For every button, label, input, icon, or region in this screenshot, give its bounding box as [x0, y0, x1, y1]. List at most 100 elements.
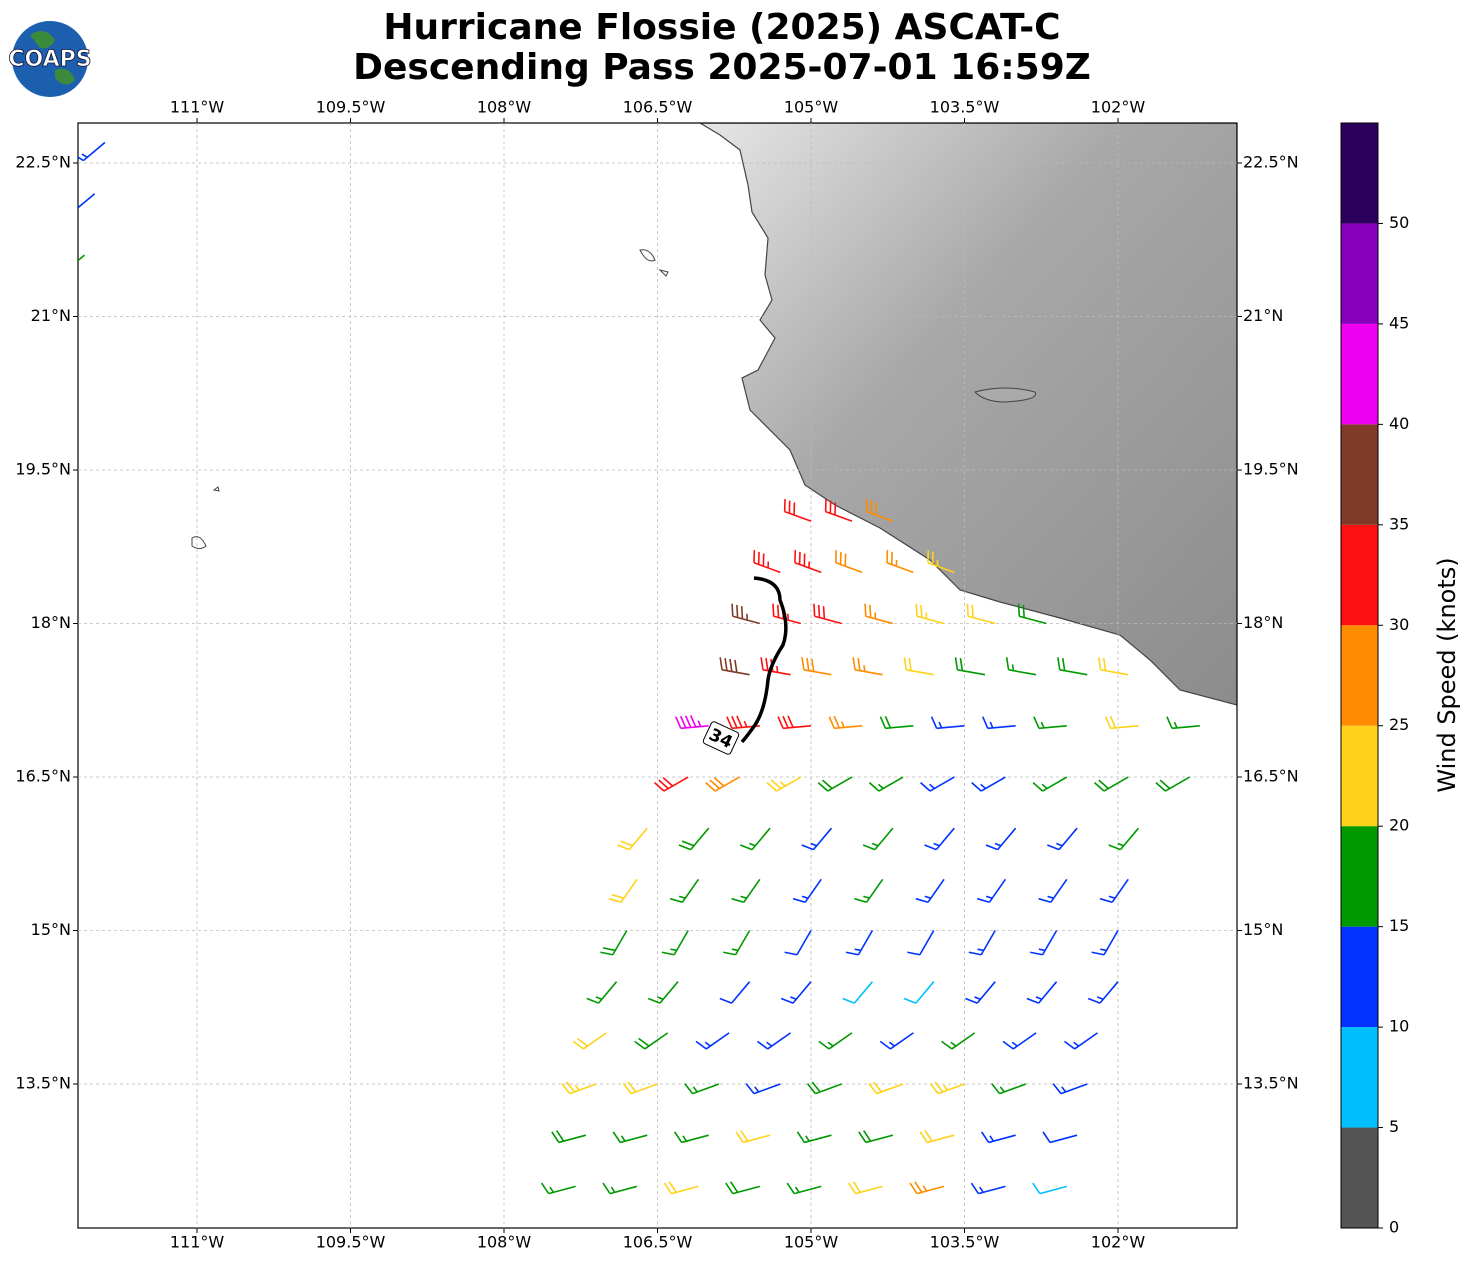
wind-barb — [723, 930, 751, 956]
x-tick-label: 109.5°W — [316, 1233, 386, 1252]
colorbar-tick-label: 20 — [1389, 816, 1409, 835]
wind-barb — [966, 603, 996, 625]
y-tick-label: 15°N — [31, 920, 71, 939]
colorbar-bin — [1341, 123, 1378, 224]
wind-barb — [766, 776, 802, 792]
wind-barb — [572, 1032, 607, 1050]
wind-barb — [941, 1032, 976, 1050]
wind-barb — [772, 603, 801, 625]
wind-barb — [868, 776, 904, 792]
x-tick-label: 106.5°W — [623, 1233, 693, 1252]
wind-barb — [647, 981, 679, 1004]
wind-barb — [854, 878, 884, 904]
colorbar-bin — [1341, 926, 1378, 1028]
wind-barb — [695, 1032, 730, 1050]
wind-barb — [617, 827, 648, 851]
34kt-contour — [740, 576, 788, 744]
wind-barb — [1091, 930, 1119, 956]
wind-barb — [868, 1081, 904, 1095]
colorbar-tick-label: 25 — [1389, 715, 1409, 734]
wind-barb — [970, 1182, 1006, 1195]
wind-barb — [801, 827, 833, 851]
wind-barb — [847, 1181, 883, 1195]
logo-text: COAPS — [8, 47, 91, 72]
wind-barb — [909, 1181, 945, 1195]
wind-barb — [753, 550, 781, 574]
colorbar-tick-label: 10 — [1389, 1017, 1409, 1036]
wind-barb — [1063, 1032, 1098, 1050]
wind-barb — [965, 981, 996, 1004]
wind-barb — [1042, 1131, 1078, 1144]
x-tick-label: 103.5°W — [930, 1233, 1000, 1252]
wind-barb — [740, 827, 771, 851]
wind-barb — [862, 827, 894, 851]
wind-barb — [1052, 1083, 1088, 1095]
wind-barb — [608, 878, 638, 904]
wind-barb — [828, 715, 863, 730]
wind-barb — [864, 603, 894, 625]
wind-barb — [719, 981, 751, 1004]
wind-barb — [1047, 827, 1078, 851]
wind-barb — [78, 141, 106, 162]
wind-barb — [622, 1081, 658, 1095]
wind-barb — [634, 1032, 669, 1050]
wind-barb — [735, 1130, 771, 1144]
wind-barb — [1155, 776, 1191, 792]
wind-barb — [1038, 878, 1068, 904]
wind-barb — [731, 878, 761, 904]
wind-barb — [725, 1181, 761, 1195]
y-tick-label: 19.5°N — [15, 460, 71, 479]
colorbar-bin — [1341, 524, 1378, 626]
wind-barb — [792, 878, 822, 904]
wind-barb — [920, 776, 955, 792]
wind-barb — [818, 1032, 853, 1050]
wind-barb — [653, 776, 689, 792]
wind-barb — [903, 657, 934, 676]
y-tick-label: 22.5°N — [1243, 153, 1299, 172]
wind-barb — [1017, 603, 1047, 625]
y-tick-label: 15°N — [1243, 920, 1283, 939]
wind-barb — [879, 715, 914, 730]
wind-barb — [919, 1130, 955, 1144]
wind-barb — [1030, 930, 1058, 956]
wind-barb — [786, 1182, 822, 1195]
y-tick-label: 16.5°N — [1243, 767, 1299, 786]
x-tick-label: 108°W — [477, 1233, 532, 1252]
wind-barb — [78, 193, 96, 209]
wind-barb — [673, 1131, 709, 1144]
wind-barb — [745, 1083, 781, 1095]
wind-barb — [835, 550, 863, 574]
wind-barb — [1005, 657, 1037, 676]
x-tick-label: 105°W — [784, 98, 839, 117]
wind-barb — [1097, 657, 1129, 676]
wind-barb — [1087, 981, 1119, 1004]
wind-barb — [1166, 716, 1200, 730]
wind-barb — [1108, 827, 1140, 851]
chart-title: Hurricane Flossie (2025) ASCAT-C — [383, 7, 1060, 48]
x-tick-label: 102°W — [1091, 98, 1146, 117]
x-tick-label: 108°W — [477, 98, 532, 117]
colorbar-bin — [1341, 826, 1378, 927]
wind-barb — [991, 1083, 1027, 1095]
wind-barb — [927, 550, 955, 574]
wind-barb — [1026, 981, 1058, 1004]
colorbar-label: Wind Speed (knots) — [1433, 557, 1461, 792]
wind-barb — [784, 930, 812, 956]
wind-barb — [813, 603, 842, 625]
y-tick-label: 21°N — [31, 306, 71, 325]
wind-barb — [915, 603, 945, 625]
colorbar-tick-label: 45 — [1389, 313, 1409, 332]
wind-barb — [858, 1130, 894, 1144]
wind-barb — [886, 550, 914, 574]
colorbar-tick-label: 35 — [1389, 514, 1409, 533]
y-tick-label: 13.5°N — [1243, 1074, 1299, 1093]
wind-barb — [924, 827, 955, 851]
wind-barb — [806, 1081, 842, 1095]
colorbar-bin — [1341, 725, 1378, 827]
wind-barb — [980, 1131, 1016, 1144]
wind-barb — [726, 715, 760, 730]
colorbar-bin — [1341, 625, 1378, 726]
wind-barb — [915, 878, 945, 904]
x-tick-label: 105°W — [784, 1233, 839, 1252]
y-tick-label: 22.5°N — [15, 153, 71, 172]
